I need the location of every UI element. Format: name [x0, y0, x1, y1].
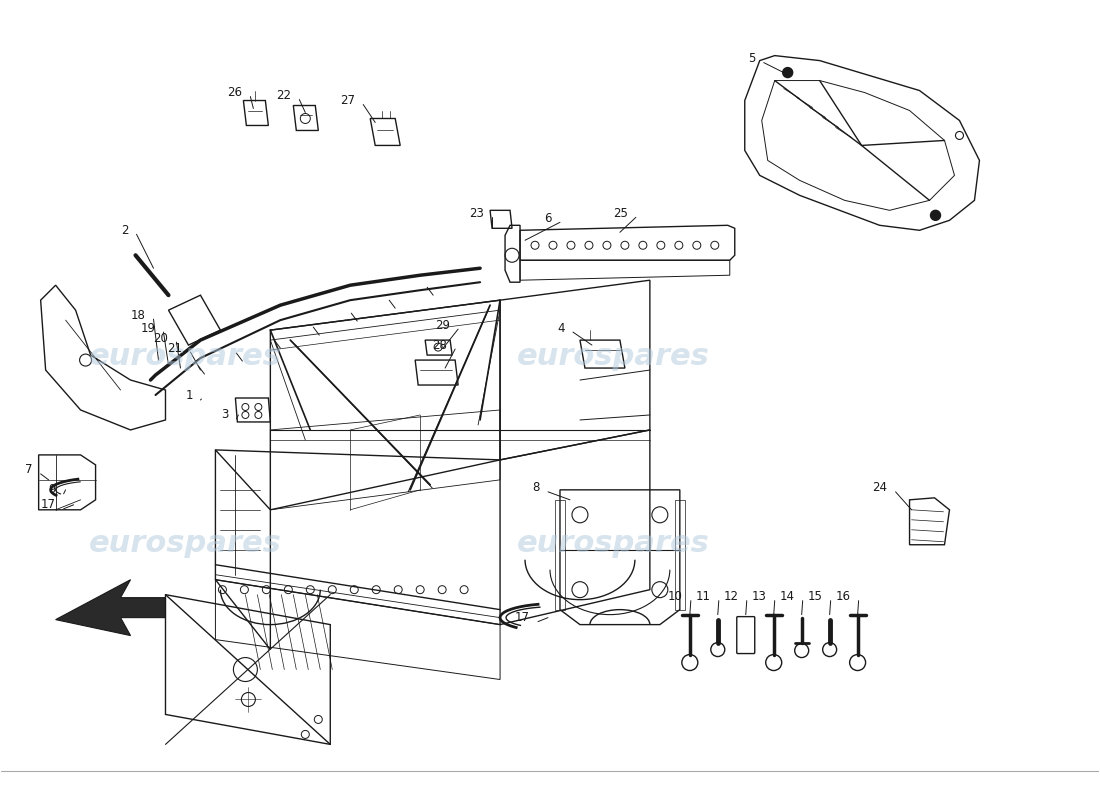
- Text: 29: 29: [436, 318, 450, 332]
- Text: 7: 7: [25, 463, 33, 476]
- Text: 10: 10: [668, 590, 683, 603]
- Text: 15: 15: [807, 590, 823, 603]
- Text: 22: 22: [276, 89, 292, 102]
- Text: 17: 17: [41, 498, 56, 511]
- Text: 18: 18: [131, 309, 145, 322]
- Circle shape: [931, 210, 940, 220]
- Text: 23: 23: [470, 207, 484, 220]
- Text: 25: 25: [613, 207, 628, 220]
- Text: 17: 17: [515, 611, 530, 624]
- Text: 2: 2: [121, 224, 129, 237]
- Text: 3: 3: [221, 409, 229, 422]
- Text: 21: 21: [167, 342, 183, 354]
- Text: 11: 11: [696, 590, 711, 603]
- Text: 4: 4: [558, 322, 565, 334]
- Text: 1: 1: [186, 389, 194, 402]
- Text: 24: 24: [872, 482, 888, 494]
- Text: 5: 5: [748, 52, 756, 65]
- Text: eurospares: eurospares: [517, 530, 710, 558]
- Text: 13: 13: [752, 590, 767, 603]
- Text: 27: 27: [340, 94, 355, 107]
- Text: 28: 28: [432, 338, 447, 351]
- Text: 12: 12: [724, 590, 739, 603]
- Text: 14: 14: [780, 590, 794, 603]
- Circle shape: [783, 67, 793, 78]
- Text: 20: 20: [154, 332, 168, 345]
- Text: 6: 6: [544, 212, 552, 225]
- Text: eurospares: eurospares: [89, 530, 282, 558]
- Text: 16: 16: [836, 590, 850, 603]
- Text: eurospares: eurospares: [89, 342, 282, 370]
- Text: 9: 9: [48, 483, 56, 496]
- Polygon shape: [56, 580, 165, 635]
- Text: 26: 26: [228, 86, 242, 99]
- Text: 8: 8: [532, 482, 540, 494]
- Text: eurospares: eurospares: [517, 342, 710, 370]
- Text: 19: 19: [141, 322, 155, 334]
